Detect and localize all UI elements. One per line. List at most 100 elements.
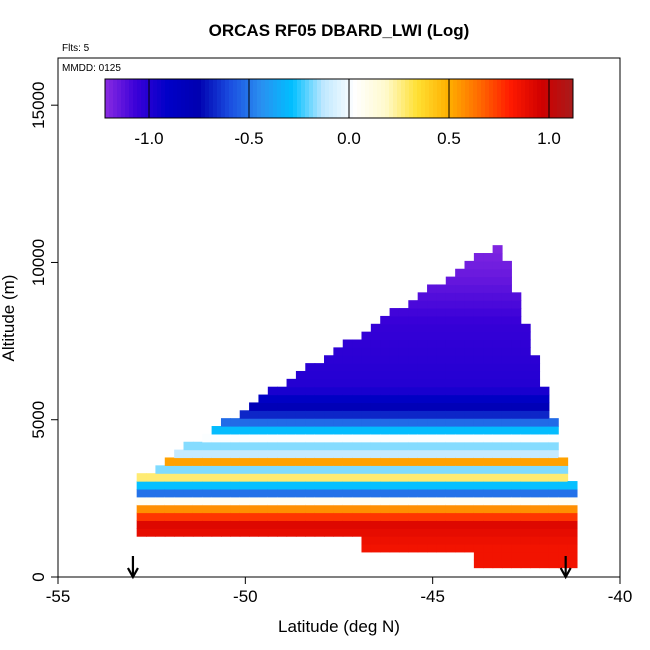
heatmap-cell bbox=[239, 441, 250, 451]
heatmap-cell bbox=[455, 386, 466, 396]
heatmap-cell bbox=[501, 528, 512, 537]
heatmap-cell bbox=[230, 528, 241, 537]
heatmap-cell bbox=[352, 496, 363, 506]
heatmap-cell bbox=[445, 370, 456, 380]
heatmap-cell bbox=[558, 496, 569, 506]
heatmap-cell bbox=[324, 355, 334, 364]
heatmap-cell bbox=[314, 426, 325, 435]
colorbar-tick-label: 0.5 bbox=[437, 129, 461, 148]
heatmap-cell bbox=[183, 465, 194, 474]
heatmap-cell bbox=[417, 481, 428, 490]
colorbar-swatch bbox=[117, 79, 122, 118]
heatmap-cell bbox=[230, 418, 241, 427]
heatmap-cell bbox=[389, 323, 400, 333]
heatmap-cell bbox=[370, 496, 381, 506]
heatmap-cell bbox=[220, 457, 231, 466]
heatmap-cell bbox=[202, 465, 213, 474]
heatmap-cell bbox=[146, 481, 157, 490]
heatmap-cell bbox=[136, 520, 147, 529]
heatmap-cell bbox=[174, 504, 185, 514]
heatmap-cell bbox=[398, 473, 409, 482]
heatmap-cell bbox=[389, 536, 400, 545]
heatmap-cell bbox=[352, 481, 363, 490]
heatmap-cell bbox=[492, 418, 503, 427]
heatmap-cell bbox=[324, 481, 334, 490]
heatmap-cell bbox=[530, 504, 541, 514]
heatmap-cell bbox=[136, 488, 147, 498]
heatmap-cell bbox=[483, 370, 494, 380]
heatmap-cell bbox=[136, 481, 147, 490]
heatmap-cell bbox=[417, 386, 428, 396]
heatmap-cell bbox=[501, 339, 512, 348]
heatmap-cell bbox=[380, 441, 391, 451]
heatmap-cell bbox=[567, 528, 578, 537]
heatmap-cell bbox=[473, 284, 484, 293]
heatmap-cell bbox=[473, 418, 484, 427]
heatmap-cell bbox=[492, 410, 503, 419]
colorbar-swatch bbox=[285, 79, 290, 118]
heatmap-cell bbox=[464, 536, 475, 545]
heatmap-cell bbox=[464, 284, 475, 293]
colorbar-swatch bbox=[313, 79, 318, 118]
heatmap-cell bbox=[530, 378, 541, 388]
heatmap-cell bbox=[483, 449, 494, 459]
heatmap-cell bbox=[305, 418, 316, 427]
heatmap-cell bbox=[427, 528, 438, 537]
heatmap-cell bbox=[202, 433, 213, 443]
heatmap-cell bbox=[473, 449, 484, 459]
heatmap-cell bbox=[548, 528, 559, 537]
heatmap-cell bbox=[192, 473, 203, 482]
heatmap-cell bbox=[220, 473, 231, 482]
heatmap-cell bbox=[398, 512, 409, 521]
heatmap-cell bbox=[417, 504, 428, 514]
heatmap-cell bbox=[408, 496, 419, 506]
heatmap-cell bbox=[445, 300, 456, 309]
heatmap-cell bbox=[511, 315, 522, 325]
heatmap-cell bbox=[361, 386, 372, 396]
heatmap-cell bbox=[295, 426, 306, 435]
heatmap-cell bbox=[501, 536, 512, 545]
heatmap-cell bbox=[417, 378, 428, 388]
heatmap-cell bbox=[548, 551, 559, 561]
heatmap-cell bbox=[408, 300, 419, 309]
heatmap-cell bbox=[501, 292, 512, 301]
heatmap-cell bbox=[455, 308, 466, 317]
heatmap-cell bbox=[492, 268, 503, 278]
heatmap-cell bbox=[314, 488, 325, 498]
heatmap-cell bbox=[361, 433, 372, 443]
heatmap-cell bbox=[352, 386, 363, 396]
heatmap-cell bbox=[164, 496, 175, 506]
heatmap-cell bbox=[277, 520, 288, 529]
colorbar-swatch bbox=[213, 79, 218, 118]
heatmap-cell bbox=[352, 363, 363, 372]
heatmap-cell bbox=[483, 441, 494, 451]
heatmap-cell bbox=[464, 457, 475, 466]
heatmap-cell bbox=[427, 402, 438, 411]
heatmap-cell bbox=[455, 473, 466, 482]
heatmap-cell bbox=[267, 394, 278, 404]
heatmap-cell bbox=[352, 370, 363, 380]
heatmap-cell bbox=[267, 488, 278, 498]
heatmap-cell bbox=[342, 433, 353, 443]
heatmap-cell bbox=[249, 449, 260, 459]
heatmap-cell bbox=[333, 370, 344, 380]
heatmap-cell bbox=[511, 300, 522, 309]
heatmap-cell bbox=[361, 496, 372, 506]
heatmap-cell bbox=[324, 520, 334, 529]
heatmap-cell bbox=[324, 457, 334, 466]
heatmap-cell bbox=[417, 488, 428, 498]
heatmap-cell bbox=[389, 449, 400, 459]
colorbar-swatch bbox=[569, 79, 574, 118]
heatmap-cell bbox=[370, 339, 381, 348]
heatmap-cell bbox=[539, 512, 550, 521]
heatmap-cell bbox=[408, 339, 419, 348]
heatmap-cell bbox=[567, 559, 578, 569]
heatmap-cell bbox=[483, 355, 494, 364]
heatmap-cell bbox=[455, 504, 466, 514]
heatmap-cell bbox=[511, 512, 522, 521]
heatmap-cell bbox=[511, 433, 522, 443]
colorbar-swatch bbox=[505, 79, 510, 118]
heatmap-cell bbox=[511, 323, 522, 333]
heatmap-cell bbox=[361, 402, 372, 411]
heatmap-cell bbox=[314, 418, 325, 427]
